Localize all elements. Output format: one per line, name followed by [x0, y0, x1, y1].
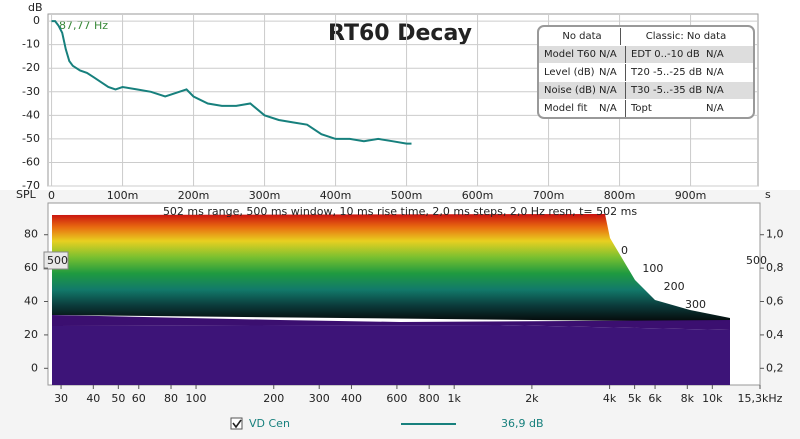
x-tick-label: 100m — [107, 189, 139, 202]
x-tick-label: 6k — [648, 392, 662, 405]
x-tick-label: 100 — [186, 392, 207, 405]
time-tick-label: 200 — [664, 280, 685, 293]
y-tick-label: -40 — [22, 108, 40, 121]
x-tick-label: 80 — [164, 392, 178, 405]
info-cell: Noise (dB) — [544, 85, 596, 96]
y-tick-label: -30 — [22, 85, 40, 98]
info-cell: N/A — [599, 67, 617, 78]
y-tick-label: -70 — [22, 179, 40, 192]
x-tick-label: 50 — [111, 392, 125, 405]
info-cell: Classic: No data — [620, 28, 746, 45]
x-tick-label: 2k — [525, 392, 539, 405]
x-tick-label: 60 — [132, 392, 146, 405]
time-marker-label: 500 — [47, 254, 68, 267]
info-cell: N/A — [706, 103, 724, 114]
y2-tick-label: 1,0 — [766, 228, 784, 241]
time-tick-label: 100 — [642, 262, 663, 275]
x-tick-label: 30 — [54, 392, 68, 405]
x-tick-label: 0 — [48, 189, 55, 202]
info-cell: N/A — [706, 85, 724, 96]
time-tick-label: 0 — [621, 244, 628, 257]
chart-title: RT60 Decay — [328, 21, 472, 46]
x-tick-label: 10k — [702, 392, 723, 405]
info-cell: T30 -5..-35 dB — [625, 82, 706, 99]
x-tick-label: 400m — [320, 189, 352, 202]
info-row: Model T60 N/A EDT 0..-10 dB N/A — [539, 46, 753, 63]
legend-value: 36,9 dB — [501, 417, 544, 430]
x-tick-label: 900m — [675, 189, 707, 202]
x-unit: s — [765, 188, 771, 201]
x-tick-label: 500m — [391, 189, 423, 202]
y-tick-label: 80 — [24, 228, 38, 241]
y-tick-label: -50 — [22, 132, 40, 145]
y-tick-label: -20 — [22, 61, 40, 74]
waterfall-base — [52, 315, 730, 385]
y-tick-label: -10 — [22, 38, 40, 51]
info-cell: N/A — [706, 67, 724, 78]
info-panel: No data Classic: No data Model T60 N/A EDT 0… — [537, 25, 755, 119]
info-cell: Model T60 — [544, 49, 597, 60]
y2-tick-label: 0,4 — [766, 328, 784, 341]
x-tick-label: 15,3kHz — [738, 392, 783, 405]
info-cell: No data — [562, 31, 602, 42]
x-tick-label: 400 — [341, 392, 362, 405]
y-axis-title: SPL — [16, 188, 37, 201]
y-tick-label: 20 — [24, 328, 38, 341]
x-tick-label: 600 — [386, 392, 407, 405]
info-cell: N/A — [706, 49, 724, 60]
time-tick-label: 300 — [685, 298, 706, 311]
waterfall-surface — [52, 214, 730, 322]
check-mark — [232, 419, 242, 429]
info-row: Level (dB) N/A T20 -5..-25 dB N/A — [539, 64, 753, 81]
y-axis-title: dB — [28, 1, 43, 14]
x-tick-label: 1k — [447, 392, 461, 405]
y2-tick-label: 0,6 — [766, 295, 784, 308]
info-cell: N/A — [599, 85, 617, 96]
info-cell: EDT 0..-10 dB — [625, 46, 706, 63]
legend-label[interactable]: VD Cen — [249, 417, 290, 430]
x-tick-label: 200 — [263, 392, 284, 405]
y-tick-label: 40 — [24, 295, 38, 308]
info-cell: Topt — [625, 100, 706, 117]
y-tick-label: -60 — [22, 155, 40, 168]
info-cell: Level (dB) — [544, 67, 595, 78]
waterfall-front — [52, 325, 730, 385]
info-cell: Model fit — [544, 103, 588, 114]
y2-tick-label: 0,8 — [766, 261, 784, 274]
time-marker-box — [43, 251, 69, 270]
x-tick-label: 8k — [681, 392, 695, 405]
info-row: Model fit N/A Topt N/A — [539, 100, 753, 117]
legend-checkbox[interactable] — [230, 417, 243, 430]
x-tick-label: 700m — [533, 189, 565, 202]
x-tick-label: 300m — [249, 189, 281, 202]
y2-tick-label: 0,2 — [766, 361, 784, 374]
decay-line — [51, 20, 412, 145]
info-cell: N/A — [599, 49, 617, 60]
x-tick-label: 800m — [604, 189, 636, 202]
info-cell: N/A — [599, 103, 617, 114]
x-tick-label: 300 — [309, 392, 330, 405]
x-tick-label: 200m — [178, 189, 210, 202]
cursor-label: 87,77 Hz — [59, 19, 108, 32]
x-tick-label: 800 — [419, 392, 440, 405]
info-header: No data Classic: No data — [539, 28, 753, 45]
y-tick-label: 60 — [24, 261, 38, 274]
time-end-label: 500 — [746, 254, 767, 267]
y-tick-label: 0 — [31, 361, 38, 374]
x-tick-label: 40 — [86, 392, 100, 405]
info-row: Noise (dB) N/A T30 -5..-35 dB N/A — [539, 82, 753, 99]
y-tick-label: 0 — [33, 14, 40, 27]
x-tick-label: 5k — [628, 392, 642, 405]
x-tick-label: 4k — [603, 392, 617, 405]
subtitle: 502 ms range, 500 ms window, 10 ms rise … — [163, 205, 637, 218]
info-cell: T20 -5..-25 dB — [625, 64, 706, 81]
x-tick-label: 600m — [462, 189, 494, 202]
